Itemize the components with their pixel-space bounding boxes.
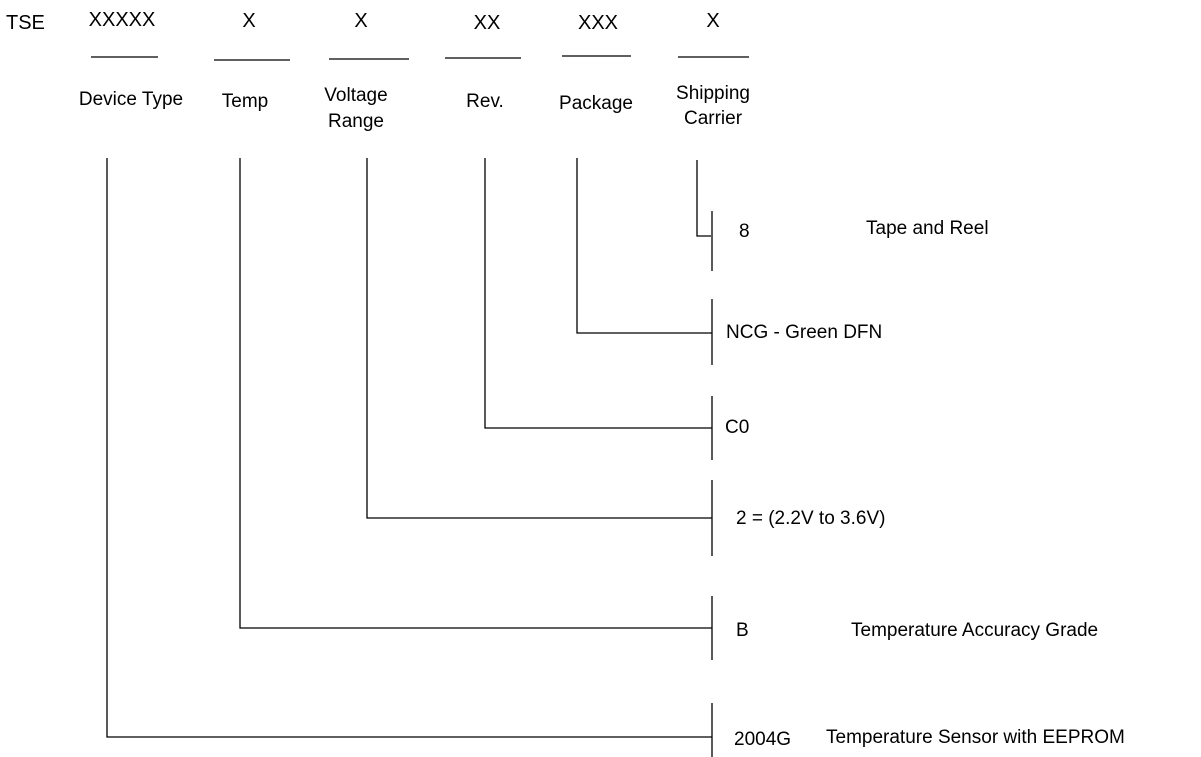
field-package: XXX Package bbox=[559, 12, 633, 114]
option-device-type: 2004G Temperature Sensor with EEPROM bbox=[734, 727, 1125, 750]
connector-device-type bbox=[106, 158, 713, 757]
field-shipping-carrier: X Shipping Carrier bbox=[676, 10, 750, 129]
field-label: Range bbox=[328, 111, 384, 132]
option-code: 2 = (2.2V to 3.6V) bbox=[736, 508, 885, 529]
option-code: 2004G bbox=[734, 729, 791, 750]
field-code: X bbox=[354, 10, 367, 32]
option-shipping-carrier: 8 Tape and Reel bbox=[739, 218, 989, 242]
option-description: Tape and Reel bbox=[866, 218, 989, 239]
field-code: XXX bbox=[578, 12, 618, 34]
field-label: Rev. bbox=[466, 91, 504, 112]
option-package: NCG - Green DFN bbox=[726, 322, 882, 343]
field-code: X bbox=[706, 10, 719, 32]
field-device-type: XXXXX Device Type bbox=[79, 9, 183, 110]
prefix-label: TSE bbox=[6, 12, 45, 34]
field-label: Shipping bbox=[676, 83, 750, 104]
option-rev: C0 bbox=[725, 417, 749, 438]
option-code: C0 bbox=[725, 417, 749, 438]
field-rev: XX Rev. bbox=[445, 12, 521, 112]
option-code: B bbox=[736, 620, 749, 641]
option-temp: B Temperature Accuracy Grade bbox=[736, 620, 1098, 641]
connector-rev bbox=[484, 158, 713, 460]
connector-temp bbox=[239, 158, 713, 660]
field-temp: X Temp bbox=[214, 10, 290, 112]
field-label: Package bbox=[559, 93, 633, 114]
option-code: NCG - Green DFN bbox=[726, 322, 882, 343]
field-label: Voltage bbox=[324, 85, 387, 106]
field-code: XXXXX bbox=[89, 9, 156, 31]
connector-shipping-carrier bbox=[696, 160, 713, 271]
field-voltage-range: X Voltage Range bbox=[324, 10, 409, 132]
option-voltage-range: 2 = (2.2V to 3.6V) bbox=[736, 508, 885, 529]
field-code: X bbox=[242, 10, 255, 32]
connector-package bbox=[576, 158, 713, 365]
option-description: Temperature Sensor with EEPROM bbox=[826, 727, 1125, 748]
field-code: XX bbox=[474, 12, 501, 34]
option-description: Temperature Accuracy Grade bbox=[851, 620, 1098, 641]
connector-voltage-range bbox=[366, 158, 713, 556]
field-label: Device Type bbox=[79, 89, 183, 110]
field-label: Carrier bbox=[684, 108, 743, 129]
option-code: 8 bbox=[739, 221, 750, 242]
field-label: Temp bbox=[222, 91, 268, 112]
